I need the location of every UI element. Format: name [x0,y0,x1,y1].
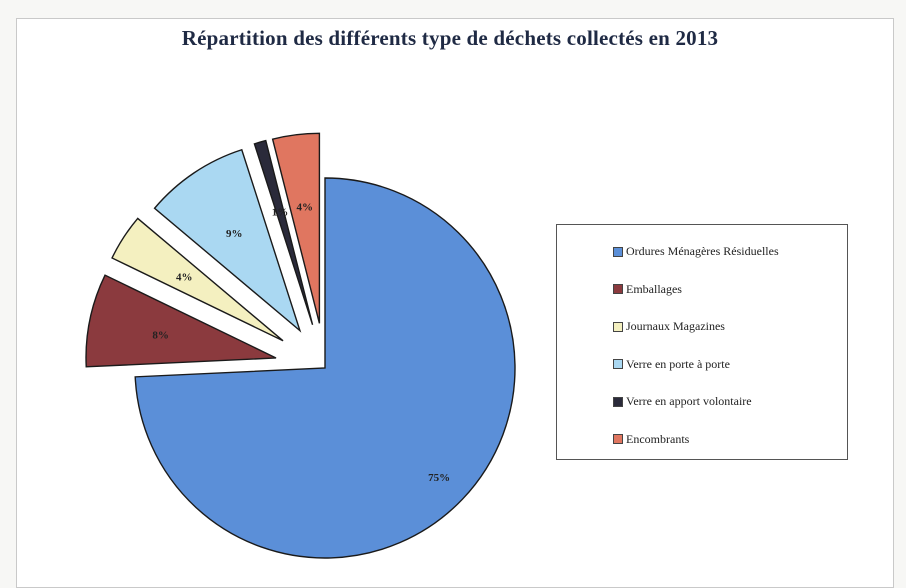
legend-label: Journaux Magazines [626,319,725,334]
pie-slice-2 [111,217,284,342]
legend-label: Ordures Ménagères Résiduelles [626,244,779,259]
slice-label-4: 1% [272,207,289,219]
legend-swatch [613,321,623,332]
slice-label-2: 4% [176,272,193,284]
legend-item: Encombrants [557,421,847,459]
legend: Ordures Ménagères Résiduelles Emballages J… [556,224,848,460]
slice-label-1: 8% [152,329,169,341]
legend-swatch [613,284,623,295]
legend-item: Ordures Ménagères Résiduelles [557,233,847,271]
legend-label: Emballages [626,281,682,296]
pie-slice-0 [134,177,516,559]
legend-label: Encombrants [626,431,690,446]
legend-item: Verre en porte à porte [557,346,847,384]
pie-slice-3 [153,148,302,333]
legend-item: Verre en apport volontaire [557,383,847,421]
legend-swatch [613,434,623,445]
slice-label-3: 9% [226,228,243,240]
slice-label-0: 75% [428,472,450,484]
chart-title: Répartition des différents type de déche… [181,26,719,50]
legend-swatch [613,359,623,370]
pie-slice-5 [271,132,321,324]
pie-slice-1 [85,274,277,368]
legend-item: Emballages [557,271,847,309]
pie-slice-4 [253,139,314,325]
legend-swatch [613,396,623,407]
legend-label: Verre en apport volontaire [626,394,752,409]
slice-label-5: 4% [297,201,314,213]
legend-item: Journaux Magazines [557,308,847,346]
legend-swatch [613,246,623,257]
legend-label: Verre en porte à porte [626,356,730,371]
